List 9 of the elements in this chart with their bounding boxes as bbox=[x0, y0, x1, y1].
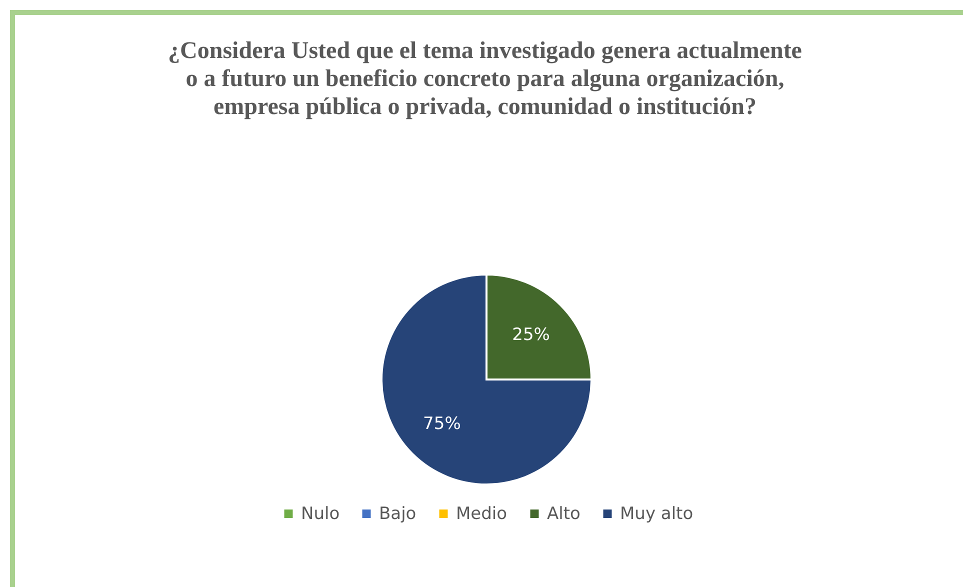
legend-label: Alto bbox=[547, 504, 580, 524]
legend-label: Nulo bbox=[301, 504, 340, 524]
data-label: 75% bbox=[423, 414, 461, 434]
data-label: 25% bbox=[512, 324, 550, 345]
pie-slice bbox=[380, 274, 592, 486]
legend-label: Bajo bbox=[379, 504, 416, 524]
legend-label: Muy alto bbox=[620, 504, 694, 524]
chart-title: ¿Considera Usted que el tema investigado genera actualmente o a futuro un beneficio concreto para alguna organización, empresa pública o privada, comunidad o institución? bbox=[167, 37, 803, 121]
legend-label: Medio bbox=[456, 504, 508, 524]
